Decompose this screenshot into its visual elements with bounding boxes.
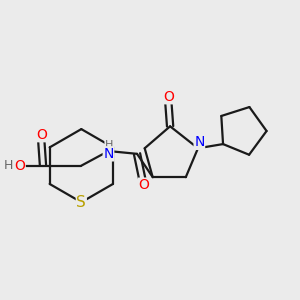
Text: O: O [14,159,25,173]
Text: H: H [105,140,113,151]
Text: H: H [4,159,13,172]
Text: N: N [194,135,205,149]
Text: O: O [139,178,149,192]
Text: N: N [103,147,114,161]
Text: O: O [36,128,47,142]
Text: S: S [76,195,86,210]
Text: O: O [163,90,174,104]
